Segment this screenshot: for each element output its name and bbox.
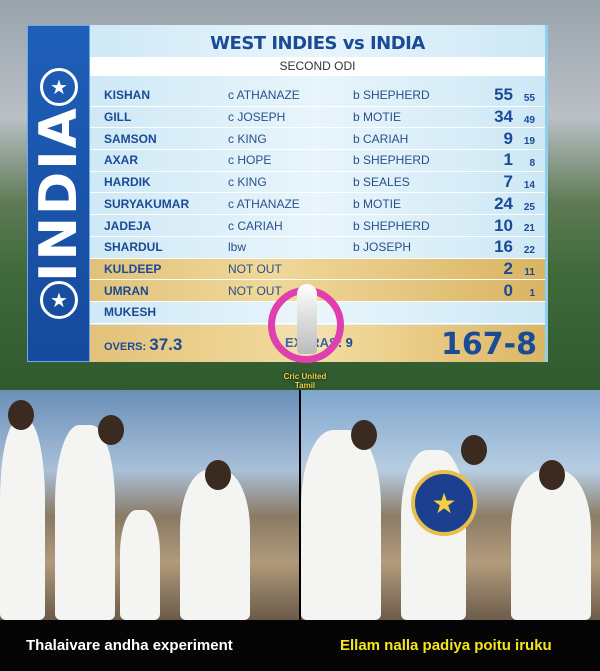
- bowler: b MOTIE: [353, 196, 402, 211]
- batter-row: SHARDUL lbw b JOSEPH 16 22: [90, 237, 545, 259]
- overs-label: OVERS:: [104, 341, 147, 353]
- batter-row: AXAR c HOPE b SHEPHERD 1 8: [90, 150, 545, 172]
- runs: 10: [494, 215, 513, 235]
- batter-name: KULDEEP: [104, 261, 162, 276]
- batter-name: AXAR: [104, 153, 139, 168]
- dismissal: lbw: [228, 240, 247, 255]
- dismissal: c CARIAH: [228, 218, 283, 233]
- runs: 16: [494, 237, 513, 257]
- batter-name: HARDIK: [104, 175, 151, 190]
- batter-row: SAMSON c KING b CARIAH 9 19: [90, 128, 545, 151]
- batter-row: SURYAKUMAR c ATHANAZE b MOTIE 24 25: [90, 194, 545, 216]
- caption-right: Ellam nalla padiya poitu iruku: [340, 637, 552, 654]
- stadium-background: ★ INDIA ★ WEST INDIES vs INDIA SECOND OD…: [0, 0, 600, 390]
- balls: 55: [523, 93, 535, 104]
- watermark-logo: Cric United Tamil: [283, 372, 327, 390]
- balls: 25: [523, 201, 535, 213]
- batter-row: KISHAN c ATHANAZE b SHEPHERD 55 55: [90, 85, 545, 107]
- overs-value: 37.3: [149, 335, 183, 354]
- runs: 2: [503, 258, 513, 278]
- batter-row: KULDEEP NOT OUT 2 11: [90, 258, 545, 281]
- team-name: INDIA: [28, 105, 89, 282]
- caption-left: Thalaivare andha experiment: [26, 637, 233, 654]
- runs: 7: [503, 172, 513, 192]
- runs: 55: [494, 85, 513, 105]
- batter-name: SURYAKUMAR: [104, 196, 190, 211]
- balls: 19: [523, 136, 535, 148]
- batter-row: HARDIK c KING b SEALES 7 14: [90, 172, 545, 194]
- bowler: b JOSEPH: [353, 240, 412, 255]
- dismissal: c ATHANAZE: [228, 88, 300, 103]
- scorecard: WEST INDIES vs INDIA SECOND ODI KISHAN c …: [90, 25, 548, 362]
- meme-photo-left: [0, 390, 299, 620]
- batter-name: GILL: [104, 110, 132, 125]
- match-subtitle: SECOND ODI: [90, 57, 545, 76]
- dismissal: c ATHANAZE: [228, 196, 300, 211]
- dismissal: NOT OUT: [228, 261, 282, 276]
- meme-photo-right: ★: [301, 390, 600, 620]
- world-cup-trophy-logo: [268, 284, 344, 363]
- caption-bar: Thalaivare andha experiment Ellam nalla …: [0, 620, 600, 671]
- balls: 14: [523, 179, 535, 191]
- dismissal: c KING: [228, 131, 267, 146]
- bowler: b SEALES: [353, 175, 410, 190]
- batter-name: UMRAN: [104, 283, 149, 298]
- batter-name: SAMSON: [104, 131, 157, 146]
- bcci-crest-icon: ★: [40, 68, 78, 106]
- batter-name: SHARDUL: [104, 240, 163, 255]
- batter-row: JADEJA c CARIAH b SHEPHERD 10 21: [90, 215, 545, 237]
- runs: 0: [503, 280, 513, 300]
- dismissal: c JOSEPH: [228, 110, 286, 125]
- batter-name: KISHAN: [104, 88, 151, 103]
- balls: 21: [523, 223, 535, 235]
- bowler: b SHEPHERD: [353, 153, 430, 168]
- bowler: b MOTIE: [353, 110, 402, 125]
- batter-name: JADEJA: [104, 218, 152, 233]
- batter-row: GILL c JOSEPH b MOTIE 34 49: [90, 107, 545, 129]
- bowler: b SHEPHERD: [353, 88, 430, 103]
- runs: 9: [503, 128, 513, 148]
- balls: 1: [529, 288, 535, 300]
- runs: 24: [494, 193, 513, 213]
- dismissal: c HOPE: [228, 153, 272, 168]
- overs: OVERS: 37.3: [104, 335, 182, 355]
- balls: 22: [523, 244, 535, 256]
- team-panel: ★ INDIA ★: [27, 25, 90, 362]
- dismissal: NOT OUT: [228, 283, 282, 298]
- bowler: b SHEPHERD: [353, 218, 430, 233]
- balls: 8: [529, 158, 535, 170]
- bowler: b CARIAH: [353, 131, 409, 146]
- runs: 1: [503, 150, 513, 170]
- balls: 11: [524, 266, 535, 278]
- runs: 34: [494, 107, 513, 127]
- match-title: WEST INDIES vs INDIA: [210, 33, 425, 54]
- batter-name: MUKESH: [104, 305, 157, 320]
- total-score: 167-8: [441, 327, 537, 362]
- balls: 49: [523, 114, 535, 126]
- bcci-logo-icon: ★: [411, 470, 477, 536]
- bcci-crest-icon: ★: [40, 281, 78, 319]
- dismissal: c KING: [228, 175, 267, 190]
